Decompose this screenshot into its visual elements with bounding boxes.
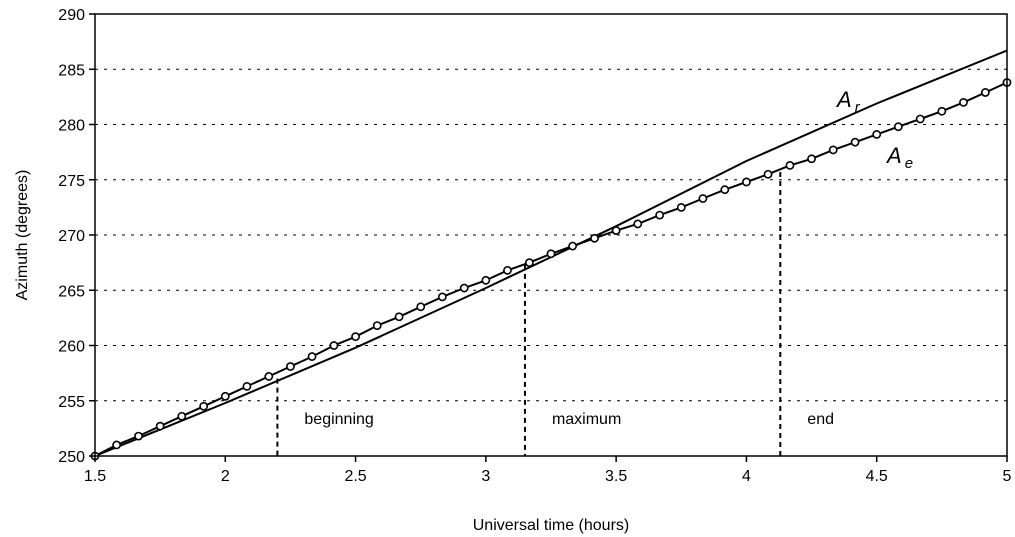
series-point-A_e [524,258,534,268]
series-point-A_e [720,185,730,195]
x-axis-title: Universal time (hours) [473,517,629,534]
series-point-A_e [742,177,751,187]
series-point-A_e [112,440,122,450]
series-point-A_e [134,431,143,441]
series-point-A_e [590,233,599,243]
y-tick-label: 275 [58,173,85,190]
series-point-A_e [351,332,360,342]
y-tick-label: 280 [58,118,85,135]
series-lines [90,49,1012,461]
x-tick-label: 4.5 [866,468,888,485]
series-point-A_e [546,249,556,259]
series-point-A_e [698,194,708,203]
grid-lines [95,68,1007,402]
x-tick-label: 3 [481,468,490,485]
series-point-A_e [199,401,209,411]
series-point-A_e [633,219,643,229]
series-point-A_e [915,114,925,124]
x-tick-label: 3.5 [605,468,627,485]
series-point-A_e [655,210,665,220]
series-point-A_e [372,321,382,331]
y-tick-label: 285 [58,62,85,79]
series-point-A_e [807,154,816,164]
series-point-A_e [959,98,968,107]
y-tick-label: 290 [58,7,85,24]
series-point-A_e [220,391,230,401]
series-point-A_e [242,381,252,391]
series-point-A_e [763,169,773,179]
series-point-A_e [980,88,990,97]
series-label-sub: r [855,99,861,116]
series-point-A_e [568,241,578,251]
y-axis-title: Azimuth (degrees) [14,170,31,301]
x-tick-label: 2 [221,468,230,485]
x-tick-label: 2.5 [344,468,366,485]
series-point-A_e [459,283,469,293]
series-point-A_e [286,362,295,371]
series-point-A_e [155,421,165,431]
series-point-A_e [828,145,838,155]
series-point-A_e [177,411,187,421]
series-point-A_e [394,312,404,322]
series-point-A_e [437,292,447,302]
axes [89,13,1008,462]
y-tick-label: 270 [58,228,85,245]
series-label-sub: e [905,155,913,172]
series-point-A_e [872,130,882,139]
series-point-A_e [307,352,317,361]
x-tick-label: 4 [742,468,751,485]
series-point-A_e [850,137,860,147]
series-point-A_e [416,302,426,312]
labels: 250 255 260 265 270 275 280 285 290 1.5 2 2.5 3 3.5 4 4… [14,7,1012,534]
series-point-A_e [329,341,339,350]
y-tick-label: 255 [58,394,85,411]
series-point-A_e [481,275,491,285]
y-tick-label: 265 [58,283,85,300]
event-markers [276,172,782,456]
series-point-A_e [676,202,686,212]
event-marker-label-beginning: beginning [304,411,373,428]
y-tick-label: 260 [58,339,85,356]
series-point-A_e [264,372,274,381]
event-marker-label-end: end [807,411,834,428]
series-point-A_e [785,160,795,170]
event-marker-label-maximum: maximum [552,411,621,428]
series-point-A_e [503,265,512,275]
x-tick-label: 1.5 [84,468,106,485]
series-point-A_e [937,106,947,116]
x-tick-label: 5 [1003,468,1012,485]
series-label-main: A [835,87,852,112]
series-point-A_e [893,122,903,132]
series-point-A_e [611,226,621,235]
series-label-main: A [885,143,902,168]
y-tick-label: 250 [58,449,85,466]
